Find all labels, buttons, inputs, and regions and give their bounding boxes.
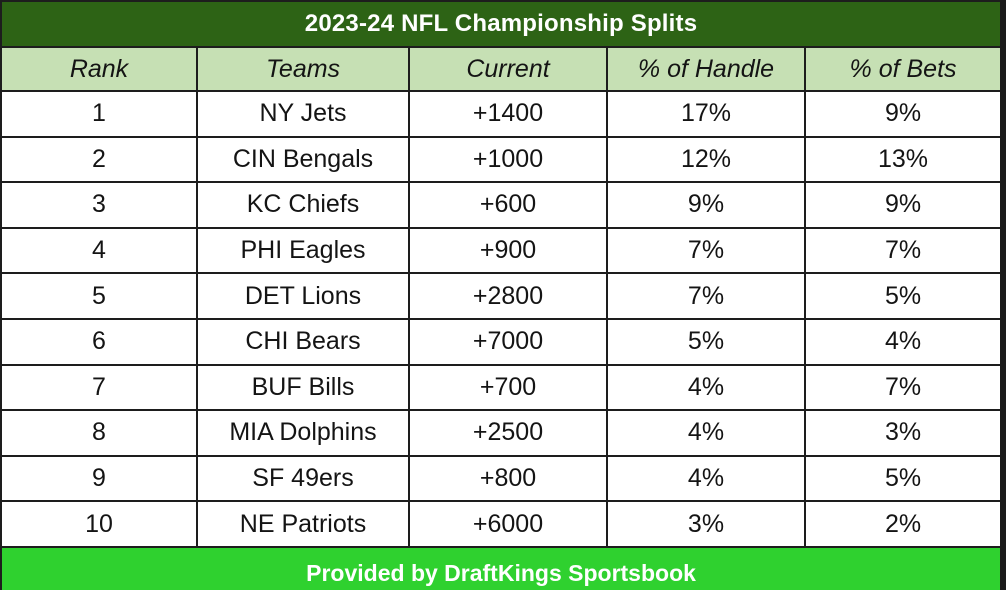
rank-cell: 4	[0, 226, 198, 275]
bets-pct-cell: 7%	[803, 363, 1000, 412]
current-odds-cell: +800	[408, 454, 608, 503]
footer-row: Provided by DraftKings Sportsbook	[0, 545, 1000, 590]
header-teams: Teams	[196, 46, 410, 92]
table-title: 2023-24 NFL Championship Splits	[0, 0, 1000, 48]
team-cell: NE Patriots	[196, 500, 410, 548]
header-rank: Rank	[0, 46, 198, 92]
handle-pct-cell: 5%	[606, 317, 806, 366]
bets-pct-cell: 4%	[803, 317, 1000, 366]
rank-cell: 5	[0, 272, 198, 320]
handle-pct-cell: 4%	[606, 454, 806, 503]
current-odds-cell: +7000	[408, 317, 608, 366]
rank-cell: 9	[0, 454, 198, 503]
bets-pct-cell: 2%	[803, 500, 1000, 548]
table-body: 1 NY Jets +1400 17% 9% 2 CIN Bengals +10…	[0, 90, 1000, 548]
current-odds-cell: +1400	[408, 90, 608, 138]
rank-cell: 7	[0, 363, 198, 412]
header-current: Current	[408, 46, 608, 92]
table-row: 1 NY Jets +1400 17% 9%	[0, 90, 1000, 138]
table-row: 10 NE Patriots +6000 3% 2%	[0, 500, 1000, 548]
team-cell: SF 49ers	[196, 454, 410, 503]
rank-cell: 10	[0, 500, 198, 548]
handle-pct-cell: 4%	[606, 409, 806, 457]
team-cell: KC Chiefs	[196, 181, 410, 229]
table-row: 5 DET Lions +2800 7% 5%	[0, 272, 1000, 320]
rank-cell: 8	[0, 409, 198, 457]
rank-cell: 2	[0, 135, 198, 184]
current-odds-cell: +700	[408, 363, 608, 412]
title-row: 2023-24 NFL Championship Splits	[0, 0, 1000, 48]
team-cell: CHI Bears	[196, 317, 410, 366]
handle-pct-cell: 7%	[606, 226, 806, 275]
rank-cell: 6	[0, 317, 198, 366]
bets-pct-cell: 5%	[803, 454, 1000, 503]
team-cell: BUF Bills	[196, 363, 410, 412]
current-odds-cell: +2800	[408, 272, 608, 320]
current-odds-cell: +600	[408, 181, 608, 229]
bets-pct-cell: 9%	[803, 181, 1000, 229]
table-row: 3 KC Chiefs +600 9% 9%	[0, 181, 1000, 229]
header-bets: % of Bets	[803, 46, 1000, 92]
table-row: 7 BUF Bills +700 4% 7%	[0, 363, 1000, 412]
current-odds-cell: +900	[408, 226, 608, 275]
bets-pct-cell: 9%	[803, 90, 1000, 138]
handle-pct-cell: 12%	[606, 135, 806, 184]
bets-pct-cell: 7%	[803, 226, 1000, 275]
table-row: 4 PHI Eagles +900 7% 7%	[0, 226, 1000, 275]
handle-pct-cell: 4%	[606, 363, 806, 412]
table-row: 2 CIN Bengals +1000 12% 13%	[0, 135, 1000, 184]
header-handle: % of Handle	[606, 46, 806, 92]
current-odds-cell: +6000	[408, 500, 608, 548]
handle-pct-cell: 9%	[606, 181, 806, 229]
header-row: Rank Teams Current % of Handle % of Bets	[0, 46, 1000, 92]
bets-pct-cell: 5%	[803, 272, 1000, 320]
table-row: 9 SF 49ers +800 4% 5%	[0, 454, 1000, 503]
team-cell: PHI Eagles	[196, 226, 410, 275]
team-cell: NY Jets	[196, 90, 410, 138]
rank-cell: 1	[0, 90, 198, 138]
team-cell: MIA Dolphins	[196, 409, 410, 457]
current-odds-cell: +1000	[408, 135, 608, 184]
bets-pct-cell: 13%	[803, 135, 1000, 184]
current-odds-cell: +2500	[408, 409, 608, 457]
handle-pct-cell: 7%	[606, 272, 806, 320]
table-row: 8 MIA Dolphins +2500 4% 3%	[0, 409, 1000, 457]
source-credit: Provided by DraftKings Sportsbook	[0, 545, 1000, 590]
handle-pct-cell: 17%	[606, 90, 806, 138]
rank-cell: 3	[0, 181, 198, 229]
team-cell: DET Lions	[196, 272, 410, 320]
table-row: 6 CHI Bears +7000 5% 4%	[0, 317, 1000, 366]
bets-pct-cell: 3%	[803, 409, 1000, 457]
team-cell: CIN Bengals	[196, 135, 410, 184]
handle-pct-cell: 3%	[606, 500, 806, 548]
